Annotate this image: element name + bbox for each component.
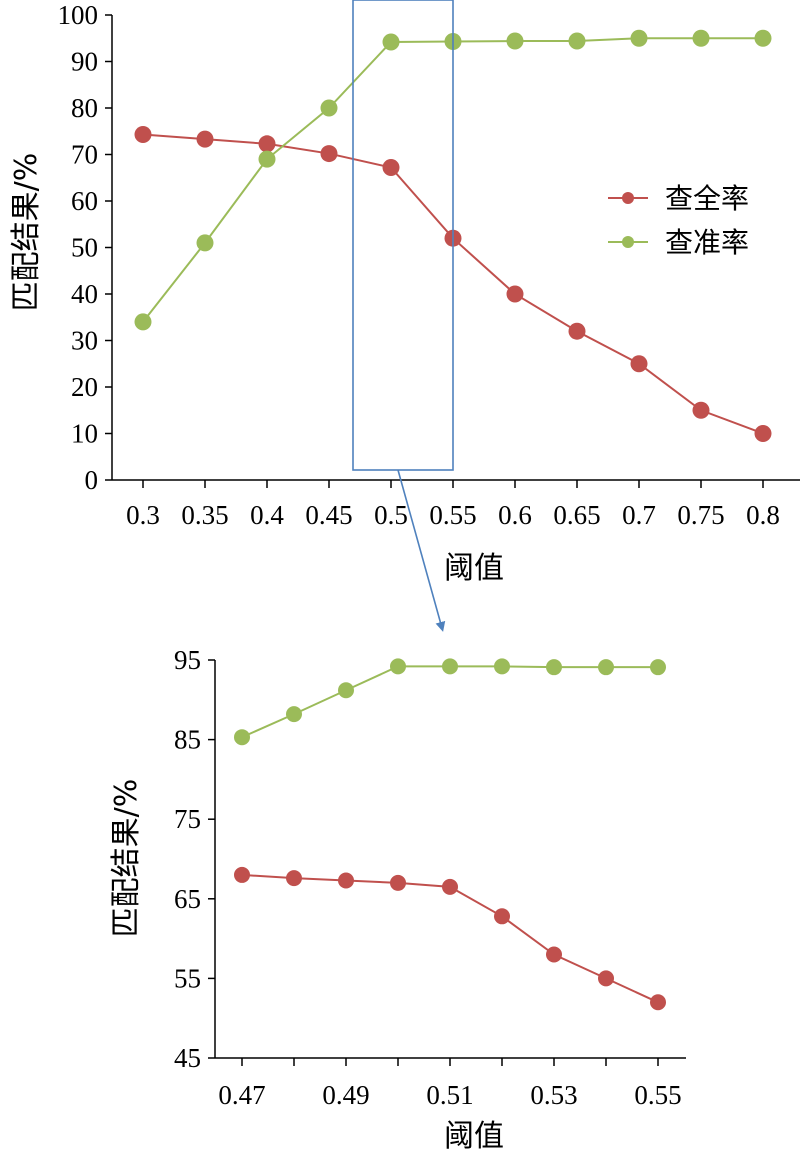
top-y-tick-label: 70: [71, 140, 98, 170]
bottom-y-tick-label: 65: [174, 884, 201, 914]
top-series-0-point: [320, 145, 338, 163]
top-x-tick-label: 0.35: [181, 500, 228, 530]
bottom-series-1-point: [234, 729, 250, 746]
top-x-tick-label: 0.65: [553, 500, 600, 530]
legend-recall-marker: [622, 192, 634, 204]
top-legend: 查全率 查准率: [608, 182, 749, 259]
top-y-tick-label: 90: [71, 47, 98, 77]
top-y-tick-label: 60: [71, 186, 98, 216]
top-x-tick-label: 0.8: [746, 500, 780, 530]
top-series-0-point: [382, 159, 400, 177]
top-y-tick-label: 80: [71, 93, 98, 123]
top-series-0-point: [258, 135, 276, 153]
bottom-y-tick-label: 85: [174, 725, 201, 755]
top-x-tick-label: 0.4: [250, 500, 284, 530]
top-x-tick-label: 0.45: [305, 500, 352, 530]
bottom-series-line-1: [241, 665, 658, 739]
bottom-x-ticks: 0.47 0.49 0.51 0.53 0.55: [218, 1058, 682, 1110]
top-y-tick-label: 100: [58, 0, 99, 30]
top-series-1-point: [382, 33, 400, 51]
top-y-tick-label: 20: [71, 372, 98, 402]
top-x-tick-label: 0.75: [677, 500, 724, 530]
bottom-series-1-point: [390, 658, 406, 675]
top-series-0-point: [754, 425, 772, 442]
top-series-0-point: [630, 355, 648, 373]
bottom-x-tick-label: 0.47: [218, 1080, 265, 1110]
bottom-series-0-point: [546, 946, 562, 963]
legend-precision-label: 查准率: [665, 226, 749, 259]
bottom-series-1-point: [286, 706, 302, 723]
top-y-tick-label: 0: [85, 465, 99, 495]
top-series-0-point: [134, 126, 152, 144]
top-x-tick-label: 0.55: [429, 500, 476, 530]
legend-precision-marker: [622, 236, 634, 248]
bottom-series-1-point: [442, 658, 458, 675]
top-x-tick-label: 0.6: [498, 500, 532, 530]
bottom-series-1-point: [338, 682, 354, 699]
top-y-axis-title: 匹配结果/%: [9, 153, 44, 312]
bottom-series-1-point: [546, 659, 562, 676]
bottom-x-axis-title: 阈值: [444, 1119, 504, 1152]
bottom-x-tick-label: 0.53: [530, 1080, 577, 1110]
bottom-series-0-point: [650, 994, 666, 1011]
zoom-highlight-box: [352, 0, 454, 471]
bottom-x-tick-label: 0.51: [426, 1080, 473, 1110]
legend-recall: 查全率: [608, 182, 749, 215]
bottom-series-0-point: [338, 872, 354, 889]
bottom-series-0-point: [598, 970, 614, 987]
bottom-series-1-point: [650, 659, 666, 676]
bottom-series-0-point: [390, 874, 406, 891]
top-series-1-point: [134, 313, 152, 331]
top-series-1-point: [568, 32, 586, 50]
top-series-1-point: [630, 29, 648, 47]
bottom-y-tick-label: 45: [174, 1043, 201, 1073]
top-x-tick-label: 0.7: [622, 500, 656, 530]
bottom-series-0-point: [234, 866, 250, 883]
top-series-0-point: [196, 130, 214, 148]
bottom-y-tick-label: 75: [174, 804, 201, 834]
zoom-connector-arrow: [397, 469, 446, 632]
legend-precision: 查准率: [608, 226, 749, 259]
bottom-y-axis-title: 匹配结果/%: [109, 779, 144, 938]
top-x-axis-title: 阈值: [444, 551, 504, 586]
bottom-series-0-point: [286, 870, 302, 887]
top-series-0-point: [692, 401, 710, 419]
top-y-tick-label: 40: [71, 279, 98, 309]
bottom-y-ticks: 45 55 65 75 85 95: [174, 645, 215, 1073]
top-series-1-point: [258, 150, 276, 168]
top-series-0-point: [568, 322, 586, 340]
top-series-1-point: [320, 99, 338, 117]
bottom-series-group: [234, 658, 666, 1011]
top-x-tick-label: 0.3: [126, 500, 160, 530]
bottom-y-tick-label: 55: [174, 963, 201, 993]
bottom-x-tick-label: 0.55: [634, 1080, 681, 1110]
bottom-series-0-point: [494, 908, 510, 925]
bottom-chart: 45 55 65 75 85 95 0.47 0.49 0.51 0.53 0.55 匹配结果/%…: [109, 645, 686, 1152]
top-y-tick-label: 50: [71, 233, 98, 263]
bottom-series-1-point: [494, 658, 510, 675]
bottom-series-0-point: [442, 878, 458, 895]
top-series-1-point: [754, 29, 772, 47]
top-y-tick-label: 10: [71, 419, 98, 449]
top-series-1-point: [692, 29, 710, 47]
top-chart: 0 10 20 30 40 50 60 70 80 90 100 0.3 0.35 0.4 0.45 0.5…: [9, 0, 800, 586]
top-y-ticks: 0 10 20 30 40 50 60 70 80 90 100: [58, 0, 112, 495]
top-series-0-point: [506, 285, 524, 303]
top-series-1-point: [506, 32, 524, 50]
bottom-x-tick-label: 0.49: [322, 1080, 369, 1110]
bottom-series-1-point: [598, 659, 614, 676]
top-series-1-point: [196, 234, 214, 252]
legend-recall-label: 查全率: [665, 182, 749, 215]
bottom-y-tick-label: 95: [174, 645, 201, 675]
top-y-tick-label: 30: [71, 326, 98, 356]
top-x-tick-label: 0.5: [374, 500, 408, 530]
top-x-ticks: 0.3 0.35 0.4 0.45 0.5 0.55 0.6 0.65 0.7 0.75 0.8: [126, 480, 780, 530]
